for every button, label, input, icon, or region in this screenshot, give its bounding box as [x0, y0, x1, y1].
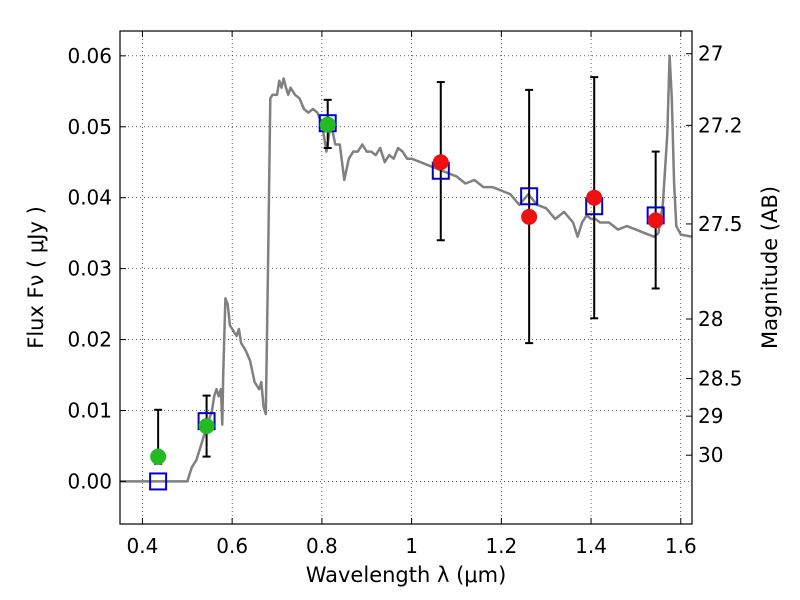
y-tick-label: 0.00 — [67, 469, 112, 493]
observed-point — [198, 418, 215, 435]
model-square-point — [520, 187, 539, 206]
y2-tick-label: 28.5 — [698, 367, 743, 391]
observed-point — [647, 212, 664, 229]
x-tick-label: 0.6 — [216, 534, 248, 558]
y-tick-label: 0.03 — [67, 257, 112, 281]
y-axis-label: Flux Fν ( μJy ) — [24, 206, 48, 349]
y2-tick-label: 30 — [698, 443, 723, 467]
y-tick-label: 0.02 — [67, 328, 112, 352]
observed-point — [150, 448, 167, 465]
tick-layer: 0.4 0.6 0.8 1 1.2 1.4 1.6 0.00 0.01 0.02 0.03 0.04 0… — [67, 31, 743, 558]
y2-axis-label: Magnitude (AB) — [758, 186, 782, 349]
x-tick-label: 1.2 — [485, 534, 517, 558]
y2-tick-label: 27 — [698, 42, 723, 66]
model-spectrum — [120, 54, 693, 483]
observed-point — [319, 116, 336, 133]
spectrum-line — [120, 54, 693, 483]
y2-tick-label: 29 — [698, 404, 723, 428]
y2-tick-label: 28 — [698, 307, 723, 331]
x-tick-label: 0.4 — [127, 534, 159, 558]
y-tick-label: 0.05 — [67, 115, 112, 139]
observed-point — [432, 154, 449, 171]
y2-tick-label: 27.2 — [698, 113, 743, 137]
y-tick-label: 0.06 — [67, 44, 112, 68]
data-markers — [149, 114, 665, 491]
observed-point — [586, 189, 603, 206]
x-tick-label: 1 — [405, 534, 418, 558]
error-bars — [154, 76, 660, 465]
plot-frame — [119, 30, 693, 525]
y-tick-label: 0.04 — [67, 186, 112, 210]
y-tick-label: 0.01 — [67, 399, 112, 423]
model-square-point — [149, 472, 168, 491]
x-tick-label: 1.6 — [665, 534, 697, 558]
observed-point — [521, 208, 538, 225]
x-tick-label: 1.4 — [575, 534, 607, 558]
x-tick-label: 0.8 — [306, 534, 338, 558]
y2-tick-label: 27.5 — [698, 212, 743, 236]
x-axis-label: Wavelength λ (μm) — [306, 563, 507, 587]
